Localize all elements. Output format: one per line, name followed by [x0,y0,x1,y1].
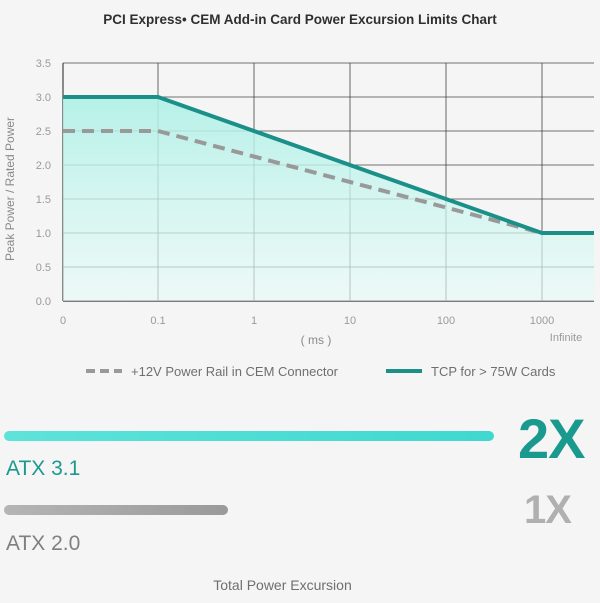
legend-label-12v-rail: +12V Power Rail in CEM Connector [131,364,339,379]
y-tick-label: 2.0 [36,160,51,172]
x-axis-title: ( ms ) [301,333,332,347]
x-tick-label: 1 [251,315,257,327]
y-tick-label: 0.5 [36,262,51,274]
bar-label-atx-2-0: ATX 2.0 [6,532,81,555]
legend: +12V Power Rail in CEM Connector TCP for … [86,364,556,379]
x-tick-label: 0 [60,315,66,327]
series-line-tcp [63,95,594,235]
x-tick-label: 1000 [530,315,554,327]
y-tick-label: 1.5 [36,194,51,206]
x-tick-label: Infinite [550,332,582,344]
y-axis-title: Peak Power / Rated Power [3,117,17,261]
y-tick-label: 1.0 [36,228,51,240]
x-tick-label: 10 [344,315,356,327]
value-label-2x: 2X [518,407,585,470]
y-tick-label: 0.0 [36,296,51,308]
x-tick-label: 0.1 [150,315,165,327]
bar-label-atx-3-1: ATX 3.1 [6,457,81,480]
y-tick-label: 2.5 [36,126,51,138]
area-fill-tcp [63,97,594,301]
chart-title: PCI Express• CEM Add-in Card Power Excur… [103,12,497,27]
series-line-12v-rail [63,129,543,235]
legend-label-tcp: TCP for > 75W Cards [431,364,556,379]
bar-atx-2-0 [4,505,228,515]
x-tick-label: 100 [437,315,455,327]
y-tick-label: 3.0 [36,92,51,104]
bar-chart-title: Total Power Excursion [213,577,352,593]
value-label-1x: 1X [524,488,572,532]
y-tick-label: 3.5 [36,58,51,70]
power-excursion-line-chart: 0.0 0.5 1.0 1.5 2.0 2.5 3.0 3.5 0 0.1 1 10 100 1000 In… [3,58,594,379]
bar-atx-3-1 [4,431,494,441]
